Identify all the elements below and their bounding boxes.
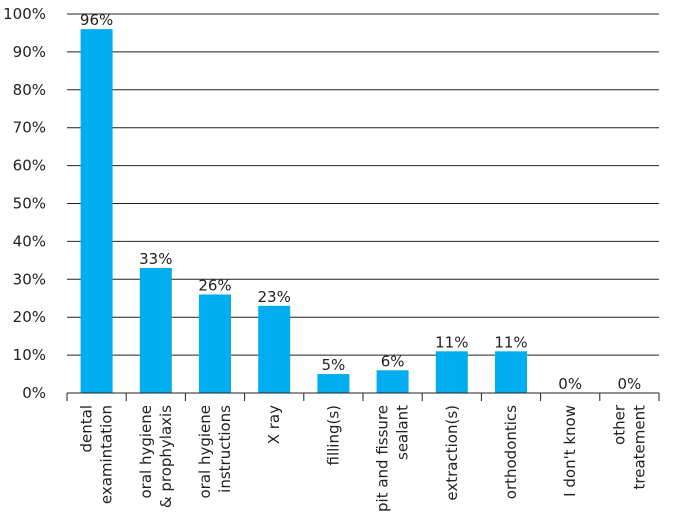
data-label: 11% xyxy=(494,333,527,351)
x-category-label: filling(s) xyxy=(324,405,342,466)
x-category-label-line: & prophylaxis xyxy=(157,405,175,508)
bar xyxy=(258,305,291,393)
data-label: 26% xyxy=(198,276,231,294)
x-category-label-line: examintation xyxy=(98,405,116,504)
y-tick-label: 70% xyxy=(13,119,46,137)
x-category-label: pit and fissure sealant xyxy=(374,405,412,512)
y-axis-tick-labels: 0% 10% 20% 30% 40% 50% 60% 70% 80% 90% 100% xyxy=(3,5,46,402)
x-axis xyxy=(66,392,660,401)
x-category-label: I don't know xyxy=(561,405,579,497)
bar xyxy=(317,374,350,393)
x-category-label-line: oral hygiene xyxy=(137,405,155,499)
x-category-label: orthodontics xyxy=(502,405,520,499)
y-tick-label: 40% xyxy=(13,232,46,250)
y-tick-label: 20% xyxy=(13,308,46,326)
y-tick-label: 100% xyxy=(3,5,46,23)
x-category-label-line: other xyxy=(610,404,628,445)
x-category-label-line: extraction(s) xyxy=(443,405,461,501)
x-category-label: extraction(s) xyxy=(443,405,461,501)
y-tick-label: 30% xyxy=(13,270,46,288)
bar xyxy=(435,351,468,393)
x-axis-category-labels: dental examintation oral hygiene & prophyla… xyxy=(78,404,649,512)
x-category-label: other treatement xyxy=(610,404,648,489)
x-category-label-line: treatement xyxy=(630,405,648,490)
data-label: 33% xyxy=(139,250,172,268)
data-label: 11% xyxy=(435,333,468,351)
data-label: 6% xyxy=(381,352,405,370)
bars xyxy=(80,29,527,393)
bar xyxy=(80,29,113,393)
y-tick-label: 90% xyxy=(13,43,46,61)
x-category-label: oral hygiene instructions xyxy=(196,405,234,499)
x-category-label-line: I don't know xyxy=(561,405,579,497)
bar xyxy=(376,370,409,393)
x-category-label: dental examintation xyxy=(78,405,116,504)
y-tick-label: 50% xyxy=(13,195,46,213)
data-label: 23% xyxy=(258,288,291,306)
x-category-label-line: sealant xyxy=(394,405,412,460)
x-category-label-line: instructions xyxy=(216,405,234,493)
x-category-label-line: pit and fissure xyxy=(374,405,392,512)
y-tick-label: 0% xyxy=(22,384,46,402)
data-label: 96% xyxy=(80,11,113,29)
data-labels: 96% 33% 26% 23% 5% 6% 11% 11% 0% 0% xyxy=(80,11,641,393)
y-tick-label: 80% xyxy=(13,81,46,99)
bar xyxy=(139,267,172,393)
bar xyxy=(199,294,231,393)
data-label: 0% xyxy=(618,375,642,393)
bar xyxy=(495,351,527,393)
x-category-label: X ray xyxy=(265,405,283,444)
x-category-label-line: filling(s) xyxy=(324,405,342,466)
y-tick-label: 10% xyxy=(13,346,46,364)
y-tick-label: 60% xyxy=(13,157,46,175)
x-category-label: oral hygiene & prophylaxis xyxy=(137,405,175,508)
x-category-label-line: oral hygiene xyxy=(196,405,214,499)
x-category-label-line: orthodontics xyxy=(502,405,520,499)
data-label: 0% xyxy=(558,375,582,393)
x-category-label-line: X ray xyxy=(265,405,283,444)
x-category-label-line: dental xyxy=(78,405,96,453)
data-label: 5% xyxy=(322,356,346,374)
